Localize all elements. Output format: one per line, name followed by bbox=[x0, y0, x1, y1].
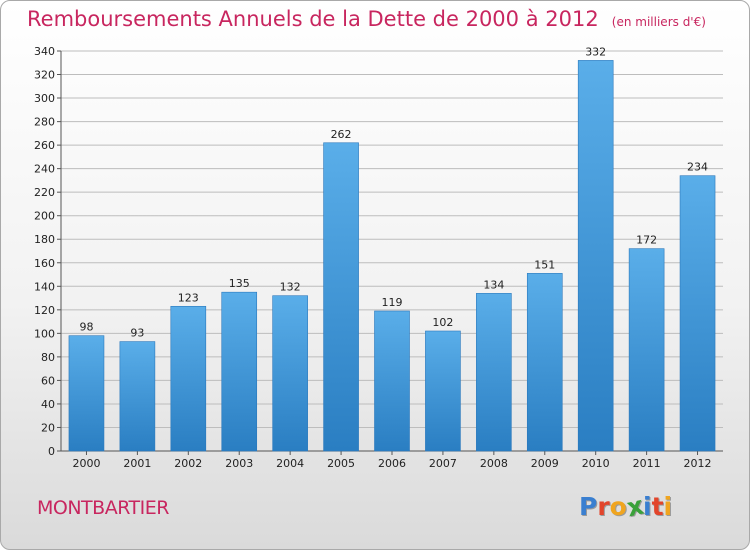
bar-2001 bbox=[119, 341, 156, 452]
y-tick-label: 100 bbox=[34, 327, 55, 340]
x-tick-label-2000: 2000 bbox=[72, 457, 100, 470]
y-tick-label: 180 bbox=[34, 233, 55, 246]
bar-2004 bbox=[272, 295, 308, 452]
y-tick-label: 20 bbox=[41, 421, 55, 434]
logo-letter: P bbox=[579, 492, 598, 521]
data-label-2004: 132 bbox=[280, 281, 301, 294]
bar-2011 bbox=[628, 248, 665, 452]
y-tick-label: 60 bbox=[41, 374, 55, 387]
x-tick-label-2008: 2008 bbox=[480, 457, 508, 470]
data-label-2012: 234 bbox=[687, 161, 708, 174]
y-tick-label: 40 bbox=[41, 398, 55, 411]
y-tick-label: 320 bbox=[34, 69, 55, 82]
x-tick-label-2012: 2012 bbox=[684, 457, 712, 470]
x-tick-label-2003: 2003 bbox=[225, 457, 253, 470]
x-tick-label-2006: 2006 bbox=[378, 457, 406, 470]
bar-2002 bbox=[170, 305, 207, 452]
data-label-2003: 135 bbox=[229, 277, 250, 290]
data-label-2010: 332 bbox=[585, 45, 606, 58]
x-tick-label-2001: 2001 bbox=[123, 457, 151, 470]
logo-letter: t bbox=[651, 492, 664, 521]
y-tick-label: 120 bbox=[34, 304, 55, 317]
bar-2000 bbox=[68, 335, 105, 452]
chart-title: Remboursements Annuels de la Dette de 20… bbox=[27, 7, 706, 31]
data-label-2002: 123 bbox=[178, 291, 199, 304]
y-tick-label: 260 bbox=[34, 139, 55, 152]
bar-2006 bbox=[374, 310, 410, 452]
y-tick-label: 340 bbox=[34, 45, 55, 58]
y-tick-label: 240 bbox=[34, 163, 55, 176]
bar-2008 bbox=[476, 293, 512, 452]
y-tick-label: 140 bbox=[34, 280, 55, 293]
y-tick-label: 220 bbox=[34, 186, 55, 199]
y-tick-label: 280 bbox=[34, 116, 55, 129]
data-label-2005: 262 bbox=[331, 128, 352, 141]
x-tick-label-2004: 2004 bbox=[276, 457, 304, 470]
y-tick-label: 80 bbox=[41, 351, 55, 364]
logo-letter: r bbox=[597, 492, 610, 521]
data-label-2009: 151 bbox=[534, 258, 555, 271]
logo-letter: o bbox=[609, 492, 627, 521]
bar-2005 bbox=[323, 142, 359, 452]
bar-2007 bbox=[425, 330, 461, 452]
data-label-2008: 134 bbox=[483, 278, 504, 291]
data-label-2011: 172 bbox=[636, 234, 657, 247]
chart-title-text: Remboursements Annuels de la Dette de 20… bbox=[27, 7, 599, 31]
bar-2009 bbox=[526, 273, 563, 452]
proxiti-logo[interactable]: Proxiti bbox=[579, 491, 673, 523]
bar-2010 bbox=[577, 60, 614, 452]
logo-letter: i bbox=[663, 492, 673, 521]
logo-letter: i bbox=[643, 492, 652, 521]
y-tick-label: 160 bbox=[34, 257, 55, 270]
bar-2012 bbox=[679, 175, 716, 452]
x-tick-label-2005: 2005 bbox=[327, 457, 355, 470]
bar-2003 bbox=[221, 291, 258, 452]
data-label-2000: 98 bbox=[79, 321, 93, 334]
x-tick-label-2011: 2011 bbox=[633, 457, 661, 470]
x-tick-label-2010: 2010 bbox=[582, 457, 610, 470]
data-label-2001: 93 bbox=[130, 327, 144, 340]
y-tick-label: 300 bbox=[34, 92, 55, 105]
x-tick-label-2007: 2007 bbox=[429, 457, 457, 470]
x-tick-label-2009: 2009 bbox=[531, 457, 559, 470]
y-tick-label: 200 bbox=[34, 210, 55, 223]
chart-unit: (en milliers d'€) bbox=[611, 15, 706, 29]
y-tick-label: 0 bbox=[48, 445, 55, 458]
commune-name: MONTBARTIER bbox=[37, 497, 169, 519]
x-tick-label-2002: 2002 bbox=[174, 457, 202, 470]
data-label-2006: 119 bbox=[382, 296, 403, 309]
data-label-2007: 102 bbox=[432, 316, 453, 329]
